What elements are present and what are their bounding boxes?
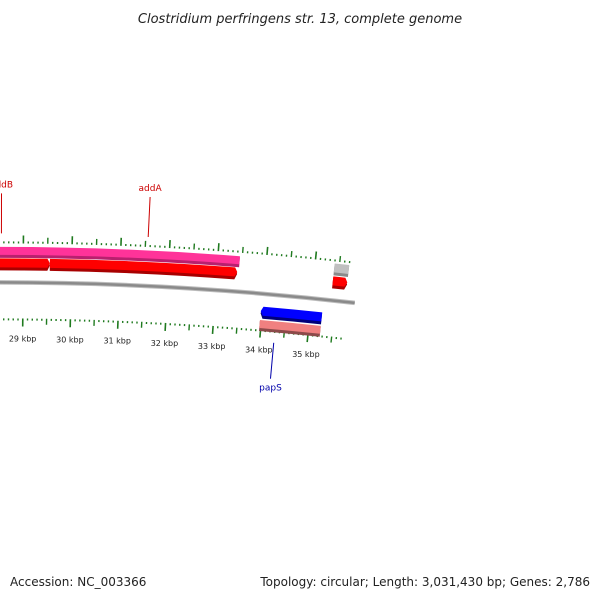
map-title: Clostridium perfringens str. 13, complet…: [138, 12, 462, 27]
tick-label: 33 kbp: [198, 342, 226, 351]
forward-cds-1: [0, 258, 50, 271]
forward-cds-2-body: [49, 258, 238, 277]
highlight-addAB: [0, 246, 240, 268]
inner-minor-tick: [330, 336, 333, 343]
addA-label: addA: [139, 184, 163, 194]
reverse-cds-papS: [260, 306, 323, 325]
reverse-cds-papS-body: [260, 306, 323, 322]
feature-layer: [0, 246, 350, 337]
highlight-addAB-body: [0, 246, 240, 265]
forward-cds-3-body: [332, 276, 348, 287]
addB-label: addB: [0, 180, 13, 190]
tick-label: 29 kbp: [9, 335, 37, 344]
tick-label: 31 kbp: [103, 337, 131, 346]
backbone-layer: [0, 280, 355, 306]
addA-leader: [147, 197, 151, 238]
outer-major-tick: [217, 243, 220, 252]
tick-label: 30 kbp: [56, 335, 84, 344]
highlight-papS-body: [259, 320, 321, 334]
gene-label-layer: addB addA papS: [0, 180, 282, 393]
forward-cds-2: [49, 258, 238, 280]
backbone: [0, 281, 355, 305]
tick-label: 35 kbp: [292, 350, 320, 359]
tick-layer: 29 kbp 30 kbp 31 kbp 32 kbp 33 kbp 34 kbp 35 k…: [3, 235, 351, 359]
outer-minor-tick: [339, 255, 342, 263]
tick-label: 34 kbp: [245, 346, 273, 355]
outer-major-tick: [266, 246, 269, 255]
papS-label: papS: [259, 384, 282, 394]
other-feature-1: [333, 263, 350, 277]
highlight-papS: [259, 320, 321, 337]
outer-major-tick: [314, 251, 318, 260]
forward-cds-3: [332, 276, 348, 290]
accession-text: Accession: NC_003366: [10, 575, 146, 589]
inner-major-tick: [211, 325, 214, 334]
outer-minor-tick: [290, 251, 293, 258]
forward-cds-1-body: [0, 258, 50, 268]
backbone-shadow: [0, 280, 355, 306]
papS-leader: [269, 342, 275, 379]
tick-label: 32 kbp: [151, 339, 179, 348]
other-feature-1-body: [333, 263, 350, 274]
genome-summary-text: Topology: circular; Length: 3,031,430 bp…: [259, 575, 590, 589]
